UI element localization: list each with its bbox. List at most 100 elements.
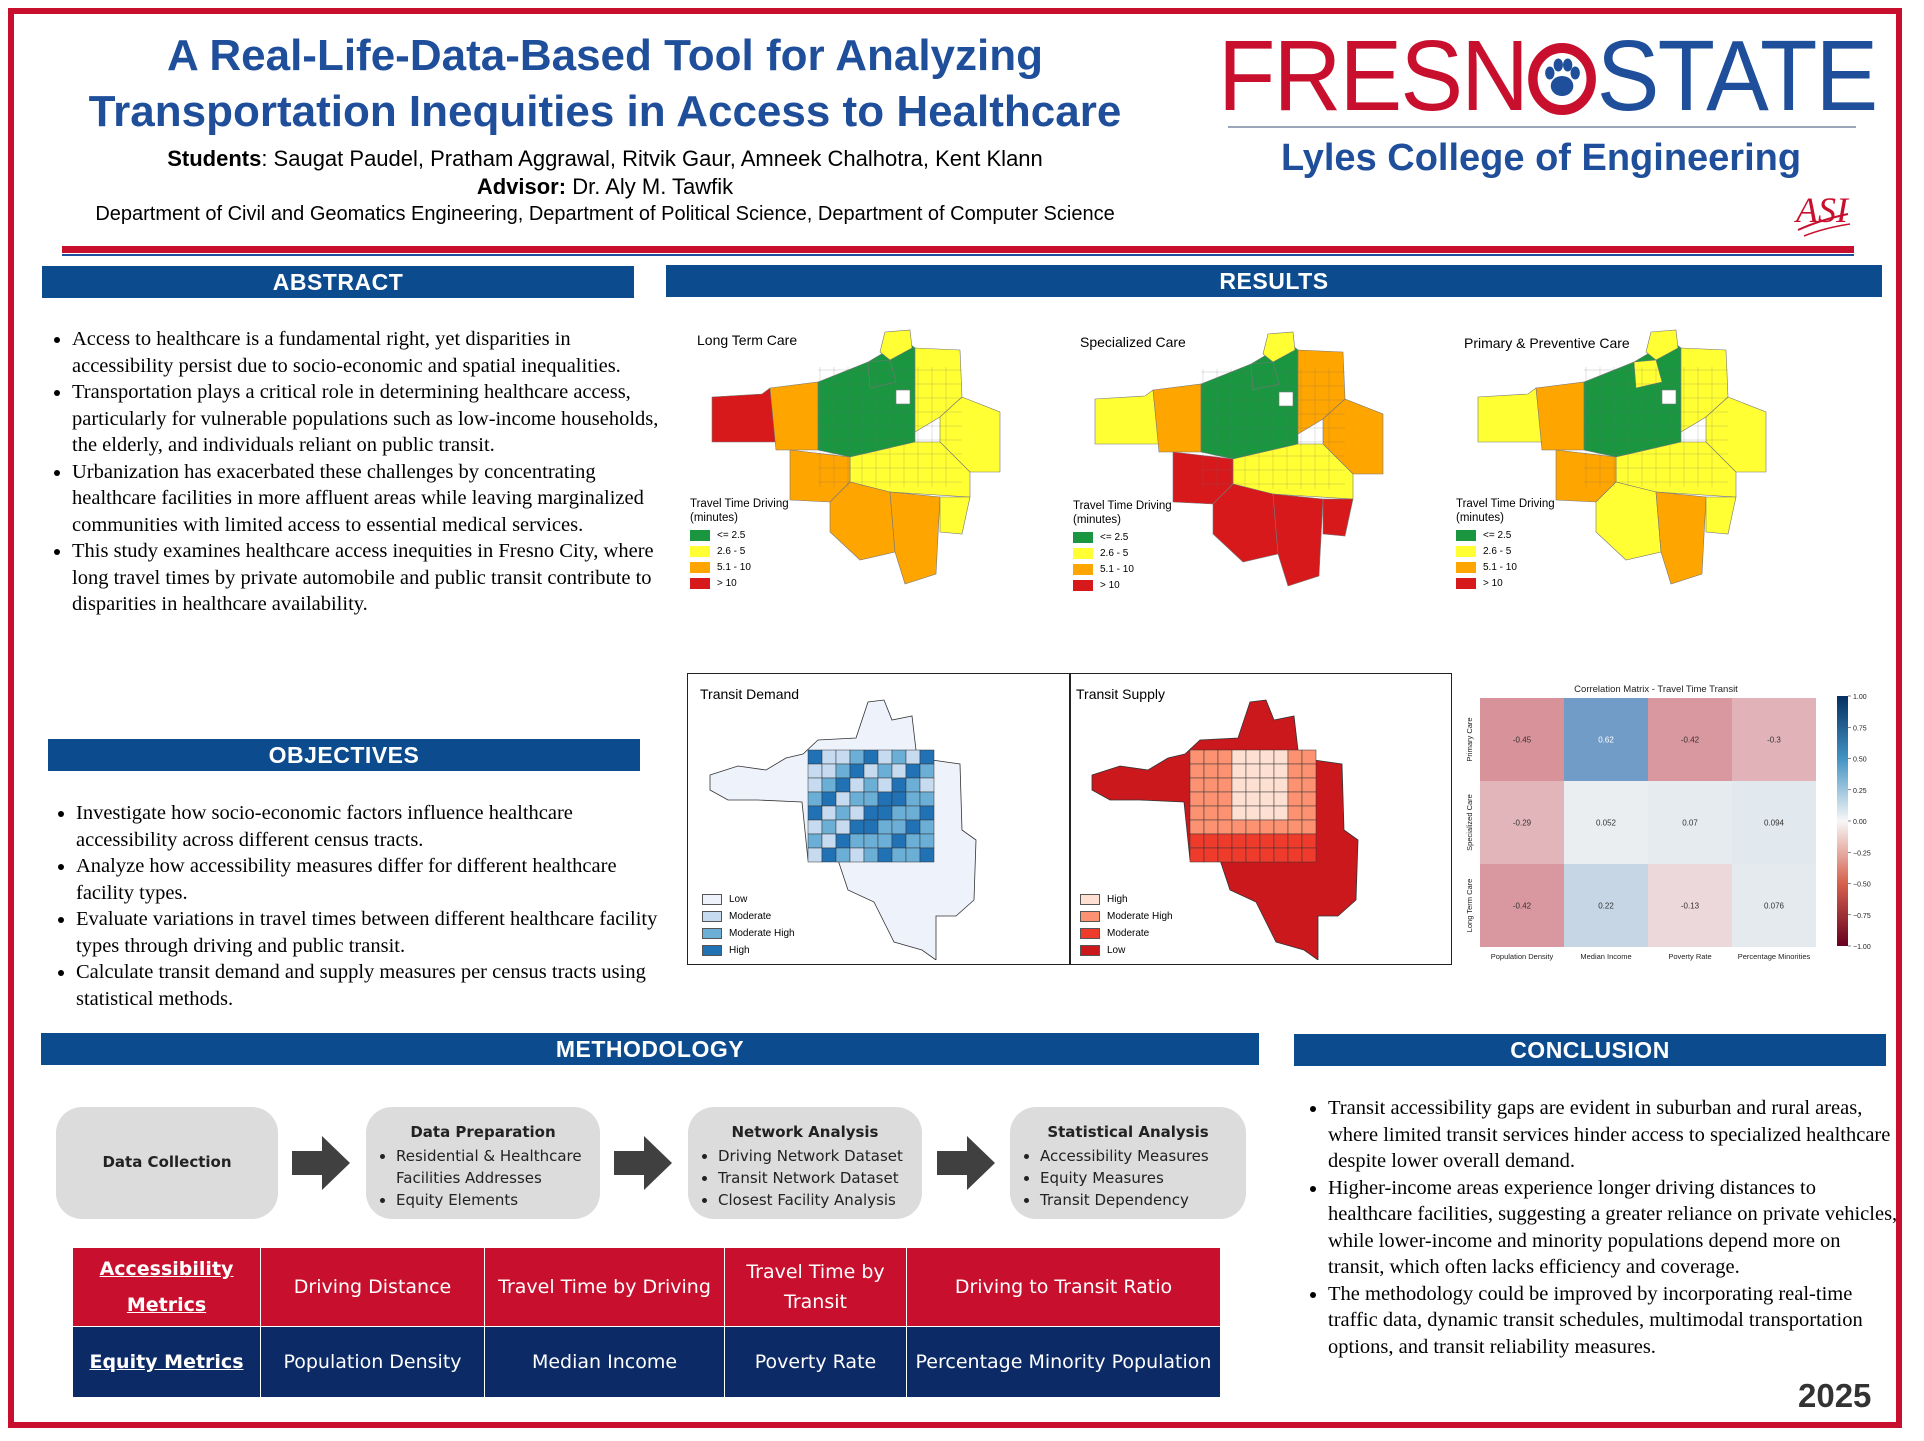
census-tract-region [1633,359,1663,389]
census-tract-cell [807,763,823,779]
logo-state-text: STATE [1596,20,1878,132]
legend-label: High [729,945,750,957]
flow-step-item: Accessibility Measures [1040,1145,1246,1167]
legend-label: 2.6 - 5 [717,546,746,558]
census-tract-cell [1203,777,1219,793]
census-tract-cell [1287,833,1303,849]
census-tract-cell [919,777,935,793]
flow-arrow-icon [614,1136,672,1190]
legend-label: Moderate High [1107,911,1173,923]
census-tract-cell [1245,777,1261,793]
census-tract-cell [821,777,837,793]
census-tract-cell [1189,847,1205,863]
census-tract-cell [1217,763,1233,779]
census-tract-cell [1245,847,1261,863]
fresno-state-logo: FRESN STATE [1218,26,1878,126]
metric-cell: Travel Time by Transit [724,1247,907,1327]
census-tract-cell [835,777,851,793]
colorbar-tick-label: 0.25 [1853,788,1867,795]
census-tract-cell [1217,749,1233,765]
census-tract-cell [1259,749,1275,765]
census-tract-region [939,496,971,535]
census-tract-cell [1189,749,1205,765]
metric-cell: Driving to Transit Ratio [906,1247,1221,1327]
census-tract-cell [863,777,879,793]
census-tract-region [829,481,896,561]
census-tract-region [1272,493,1324,587]
objectives-list: Investigate how socio-economic factors i… [44,800,676,1012]
flow-arrow-icon [292,1136,350,1190]
heatmap-value-label: 0.07 [1682,819,1698,828]
census-tract-cell [1273,833,1289,849]
flow-step-statistical-analysis: Statistical Analysis Accessibility Measu… [1010,1107,1246,1219]
legend-item: 5.1 - 10 [690,562,751,574]
transit-supply-panel: Transit Supply High Moderate High Moderate… [1069,673,1452,965]
census-tract-cell [1301,805,1317,821]
census-tract-region [769,381,819,451]
census-tract-cell [891,777,907,793]
conclusion-heading: CONCLUSION [1294,1034,1886,1066]
census-tract-cell [1203,847,1219,863]
heatmap-value-label: 0.076 [1764,902,1785,911]
heatmap-value-label: -0.45 [1513,736,1532,745]
logo-fresno-text: FRESN [1218,20,1529,132]
census-tract-cell [1245,833,1261,849]
census-tract-cell [807,749,823,765]
logo-divider [1228,126,1856,128]
legend-label: Moderate [729,911,772,923]
paw-o-icon [1528,43,1596,115]
census-tract-region [1645,329,1679,361]
row-label-line: Accessibility [99,1258,234,1280]
colorbar [1837,696,1848,946]
census-tract-cell [1273,847,1289,863]
legend-swatch [690,530,710,541]
legend-swatch [1073,580,1093,591]
airport-hole [895,389,911,405]
legend-label: <= 2.5 [1483,530,1512,542]
legend-label: Low [1107,945,1126,957]
colorbar-tick-label: 0.50 [1853,757,1867,764]
legend-swatch [702,928,722,939]
census-tract-cell [1231,819,1247,835]
census-tract-cell [1245,791,1261,807]
asi-logo-text: ASI [1794,190,1850,230]
legend-title-line: Travel Time Driving [1456,498,1555,510]
colorbar-tick-label: −1.00 [1853,944,1871,951]
census-tract-cell [821,819,837,835]
census-tract-cell [835,763,851,779]
census-tract-cell [1189,777,1205,793]
census-tract-cell [835,833,851,849]
transit-supply-map [1091,699,1359,960]
census-tract-cell [877,833,893,849]
census-tract-cell [919,833,935,849]
census-tract-cell [919,847,935,863]
heatmap-cell [1648,781,1732,864]
students-line: Students: Saugat Paudel, Pratham Aggrawa… [40,145,1170,173]
airport-hole [1278,391,1294,407]
legend-swatch [1456,562,1476,573]
header-rule-blue [62,254,1854,256]
census-tract-cell [863,763,879,779]
census-tract-cell [891,749,907,765]
flow-step-network-analysis: Network Analysis Driving Network Dataset… [688,1107,922,1219]
census-tract-cell [1245,763,1261,779]
legend-swatch [1080,945,1100,956]
census-tract-cell [905,763,921,779]
census-tract-cell [849,777,865,793]
legend-swatch [1456,578,1476,589]
legend-item: Moderate High [702,928,795,940]
census-tract-cell [849,805,865,821]
legend-swatch [1073,532,1093,543]
metric-cell: Median Income [484,1326,725,1398]
departments: Department of Civil and Geomatics Engine… [95,203,1115,225]
census-tract-cell [1273,777,1289,793]
census-tract-cell [849,833,865,849]
flow-step-title: Data Preparation [410,1123,556,1141]
heatmap-cell [1564,864,1648,947]
legend-label: > 10 [1483,578,1503,590]
census-tract-cell [1189,791,1205,807]
flow-step-title: Statistical Analysis [1047,1123,1209,1141]
legend-item: Low [1080,945,1125,957]
legend-item: 5.1 - 10 [1456,562,1517,574]
title-line-1: A Real-Life-Data-Based Tool for Analyzin… [166,31,1043,80]
